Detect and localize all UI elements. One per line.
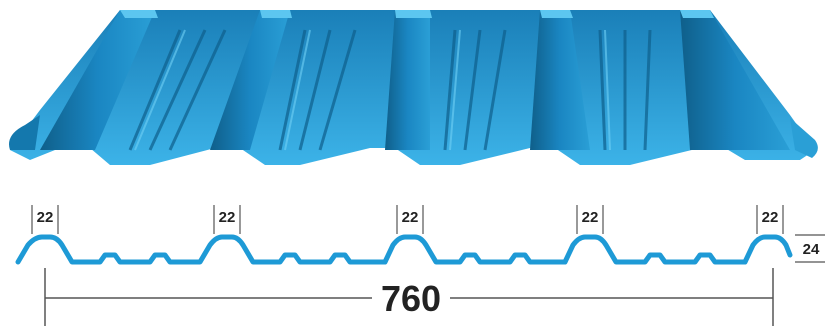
pan-grooves bbox=[128, 29, 652, 151]
rib-2 bbox=[210, 10, 290, 150]
left-curl bbox=[9, 115, 40, 150]
rib-3-top bbox=[395, 10, 432, 18]
rib-width-label-4: 22 bbox=[582, 209, 599, 226]
rib-4-top bbox=[540, 10, 573, 18]
total-width-label: 760 bbox=[381, 278, 441, 319]
right-curl bbox=[790, 118, 818, 158]
rib-2-top bbox=[260, 10, 292, 18]
rib-height-dimension bbox=[795, 234, 825, 263]
rib-width-dimensions bbox=[31, 205, 784, 234]
pan-highlights bbox=[134, 29, 611, 151]
rib-width-label-1: 22 bbox=[37, 209, 54, 226]
profile-line bbox=[15, 234, 793, 265]
rib-3 bbox=[385, 10, 430, 150]
rib-5 bbox=[680, 10, 790, 150]
rib-1 bbox=[40, 10, 155, 150]
rib-5-top bbox=[680, 10, 714, 18]
rib-height-label: 24 bbox=[803, 241, 820, 258]
profile-section bbox=[15, 234, 793, 265]
rib-1-top bbox=[120, 10, 158, 18]
total-width-dimension bbox=[44, 268, 774, 326]
rib-4 bbox=[530, 10, 590, 150]
rib-width-label-3: 22 bbox=[402, 209, 419, 226]
rib-width-label-5: 22 bbox=[762, 209, 779, 226]
rib-width-label-2: 22 bbox=[219, 209, 236, 226]
sheet-3d bbox=[9, 10, 818, 165]
